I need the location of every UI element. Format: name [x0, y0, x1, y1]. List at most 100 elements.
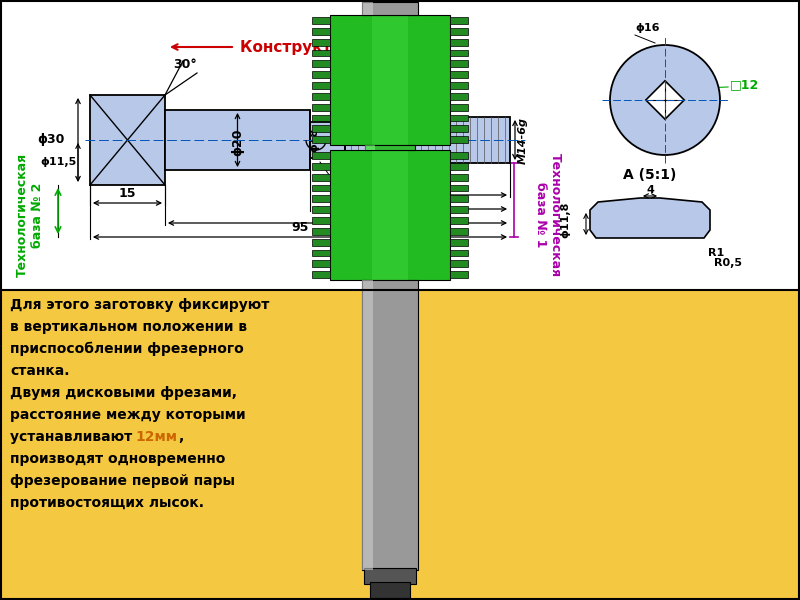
Bar	[450, 163, 468, 170]
Text: станка.: станка.	[10, 364, 70, 378]
Text: Технологическая
база № 1: Технологическая база № 1	[534, 153, 562, 277]
Bar	[450, 61, 468, 67]
Text: в вертикальном положении в: в вертикальном положении в	[10, 320, 247, 334]
Bar	[450, 173, 468, 181]
Bar	[450, 115, 468, 121]
Text: Двумя дисковыми фрезами,: Двумя дисковыми фрезами,	[10, 386, 237, 400]
Bar	[362, 280, 418, 570]
Text: ϕ18: ϕ18	[309, 128, 319, 152]
Text: устанавливают: устанавливают	[10, 430, 137, 444]
Polygon shape	[590, 198, 710, 238]
Bar	[450, 49, 468, 56]
Bar	[312, 228, 330, 235]
Bar	[450, 228, 468, 235]
Bar	[312, 61, 330, 67]
Text: M14-6g: M14-6g	[518, 116, 528, 163]
Bar	[312, 104, 330, 110]
Bar	[450, 185, 468, 191]
Text: A (5:1): A (5:1)	[623, 168, 677, 182]
Text: R0,5: R0,5	[714, 258, 742, 268]
Bar	[450, 28, 468, 35]
Bar	[312, 125, 330, 132]
Bar	[364, 568, 416, 584]
Text: 15: 15	[118, 187, 136, 200]
Bar	[450, 196, 468, 202]
Text: □12: □12	[730, 79, 759, 91]
Bar	[450, 125, 468, 132]
Bar	[312, 250, 330, 256]
Polygon shape	[646, 81, 684, 119]
Bar	[365, 145, 415, 150]
Text: Для этого заготовку фиксируют: Для этого заготовку фиксируют	[10, 298, 270, 312]
Bar	[450, 17, 468, 24]
Text: производят одновременно: производят одновременно	[10, 452, 226, 466]
Bar	[362, 2, 418, 15]
Bar	[450, 93, 468, 100]
Bar	[362, 280, 373, 570]
Bar	[345, 117, 510, 163]
Bar	[450, 239, 468, 245]
Text: 4: 4	[646, 185, 654, 195]
Bar	[312, 185, 330, 191]
Bar	[312, 206, 330, 213]
Text: приспособлении фрезерного: приспособлении фрезерного	[10, 342, 244, 356]
Text: ϕ16: ϕ16	[635, 23, 659, 33]
Bar	[450, 260, 468, 267]
Bar	[312, 93, 330, 100]
Bar	[312, 136, 330, 143]
Bar	[312, 239, 330, 245]
Text: 75: 75	[329, 207, 346, 220]
Bar	[312, 38, 330, 46]
Bar	[312, 49, 330, 56]
Bar	[450, 82, 468, 89]
Text: 12мм: 12мм	[135, 430, 177, 444]
Text: Технологическая
база № 2: Технологическая база № 2	[16, 153, 44, 277]
Bar	[0, 0, 800, 290]
Bar	[312, 28, 330, 35]
Text: ϕ30: ϕ30	[38, 133, 65, 146]
Text: R1: R1	[708, 248, 724, 258]
Circle shape	[610, 45, 720, 155]
Bar	[312, 163, 330, 170]
Text: ϕ20: ϕ20	[231, 128, 244, 156]
Bar	[312, 115, 330, 121]
Bar	[372, 150, 408, 280]
Bar	[312, 260, 330, 267]
Bar	[0, 290, 800, 600]
Text: 30°: 30°	[173, 58, 197, 71]
Bar	[312, 173, 330, 181]
Text: 95: 95	[291, 221, 309, 234]
Text: фрезерование первой пары: фрезерование первой пары	[10, 474, 235, 488]
Bar	[312, 17, 330, 24]
Bar	[450, 271, 468, 278]
Text: 1,5x45°: 1,5x45°	[383, 99, 431, 109]
Bar	[312, 152, 330, 159]
Text: ϕ11,5: ϕ11,5	[41, 157, 77, 167]
Bar	[450, 136, 468, 143]
Text: ,: ,	[178, 430, 183, 444]
Bar	[312, 71, 330, 78]
Bar	[450, 250, 468, 256]
Bar	[312, 217, 330, 224]
Bar	[450, 71, 468, 78]
Bar	[330, 150, 450, 280]
Text: ϕ11,8: ϕ11,8	[560, 202, 570, 238]
Bar	[372, 15, 408, 145]
Bar	[450, 104, 468, 110]
Text: расстояние между которыми: расстояние между которыми	[10, 408, 246, 422]
Text: Конструктивная база: Конструктивная база	[240, 39, 428, 55]
Bar	[450, 152, 468, 159]
Bar	[330, 15, 450, 145]
Bar	[312, 82, 330, 89]
Bar	[165, 110, 310, 170]
Bar	[312, 271, 330, 278]
Text: противостоящих лысок.: противостоящих лысок.	[10, 496, 204, 510]
Bar	[362, 2, 373, 15]
Bar	[370, 582, 410, 598]
Text: 32: 32	[402, 193, 418, 206]
Text: 43: 43	[420, 179, 437, 192]
Bar	[450, 206, 468, 213]
Bar	[450, 217, 468, 224]
Bar	[450, 38, 468, 46]
Bar	[312, 196, 330, 202]
